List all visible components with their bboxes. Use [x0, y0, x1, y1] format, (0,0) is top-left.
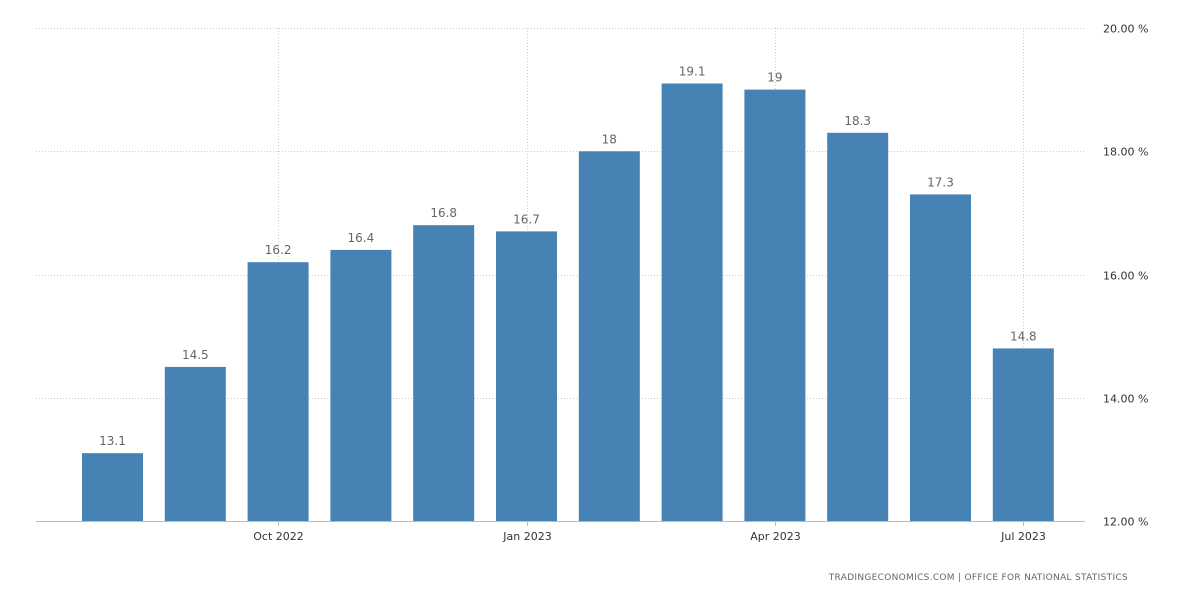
bar-value-label: 18.3 [844, 114, 871, 128]
y-tick-label: 18.00 % [1103, 146, 1148, 159]
bar-value-label: 16.2 [265, 243, 292, 257]
bar [496, 231, 557, 521]
bar [992, 348, 1054, 521]
bar [827, 132, 889, 522]
bar-value-label: 18 [602, 132, 617, 146]
y-tick-label: 14.00 % [1103, 393, 1148, 406]
x-tick-label: Jul 2023 [1000, 530, 1046, 543]
y-tick-label: 12.00 % [1103, 516, 1148, 529]
y-tick-label: 16.00 % [1103, 270, 1148, 283]
bar-value-label: 13.1 [99, 434, 126, 448]
bar-value-label: 14.5 [182, 348, 209, 362]
bar [578, 151, 640, 522]
bar-value-label: 14.8 [1010, 329, 1037, 343]
bar-value-label: 16.7 [513, 212, 540, 226]
y-axis-ticks: 12.00 % 14.00 % 16.00 % 18.00 % 20.00 % [1103, 23, 1148, 529]
bar-value-label: 19 [767, 71, 782, 85]
bar-value-labels: 13.1 14.5 16.2 16.4 16.8 16.7 18 19.1 19 18.3 17.3… [99, 65, 1037, 449]
bar [744, 89, 806, 521]
bar-value-label: 17.3 [927, 175, 954, 189]
bar [910, 194, 971, 521]
bar-value-label: 16.8 [430, 206, 457, 220]
x-tick-label: Oct 2022 [253, 530, 304, 543]
bar-value-label: 19.1 [679, 65, 706, 79]
bar [164, 366, 226, 521]
bar [330, 249, 392, 521]
x-tick-label: Jan 2023 [502, 530, 551, 543]
bar [661, 83, 723, 521]
bar [247, 262, 309, 521]
bar [413, 225, 475, 521]
bar-value-label: 16.4 [348, 231, 375, 245]
bars [82, 83, 1054, 522]
source-note: TRADINGECONOMICS.COM | OFFICE FOR NATION… [828, 573, 1128, 583]
x-tick-label: Apr 2023 [750, 530, 801, 543]
x-axis-ticks: Oct 2022 Jan 2023 Apr 2023 Jul 2023 [253, 530, 1046, 543]
y-tick-label: 20.00 % [1103, 23, 1148, 36]
bar [82, 453, 143, 521]
